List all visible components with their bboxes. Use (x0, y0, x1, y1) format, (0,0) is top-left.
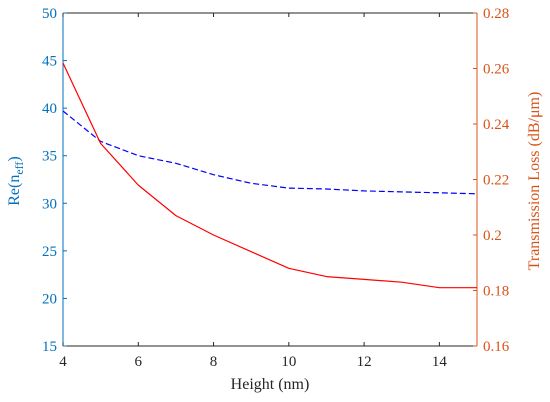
right-tick-label: 0.28 (483, 6, 509, 22)
plot-box (62, 12, 478, 347)
x-axis-label: Height (nm) (231, 376, 310, 393)
left-tick-label: 20 (42, 291, 57, 307)
left-y-axis-label-subscript: eff (12, 162, 26, 175)
right-y-axis: 0.16 0.18 0.2 0.22 0.24 0.26 0.28 (473, 6, 510, 355)
x-tick-label: 14 (432, 354, 448, 370)
left-tick-label: 25 (42, 244, 57, 260)
x-tick-label: 10 (281, 354, 296, 370)
left-tick-label: 35 (42, 149, 57, 165)
right-tick-label: 0.18 (483, 284, 509, 300)
left-tick-label: 45 (42, 54, 57, 70)
left-tick-label: 40 (42, 101, 57, 117)
left-y-axis: 15 20 25 30 35 40 45 50 (42, 6, 67, 355)
right-tick-label: 0.2 (483, 228, 502, 244)
left-y-axis-label: Re(neff) (6, 156, 26, 206)
series-line-re-neff (62, 110, 478, 195)
x-tick-label: 6 (135, 354, 143, 370)
x-tick-label: 4 (59, 354, 67, 370)
left-y-axis-label-close: ) (6, 156, 23, 161)
series-line-transmission-loss (62, 62, 477, 289)
series-group (62, 62, 478, 289)
left-y-axis-label-base: Re(n (6, 175, 23, 206)
x-tick-label: 12 (357, 354, 372, 370)
right-tick-label: 0.22 (483, 173, 509, 189)
x-tick-label: 8 (210, 354, 218, 370)
left-tick-label: 15 (42, 339, 57, 355)
right-tick-label: 0.24 (483, 117, 510, 133)
right-y-axis-label: Transmission Loss (dB/μm) (526, 92, 543, 271)
right-tick-label: 0.16 (483, 339, 510, 355)
right-tick-label: 0.26 (483, 62, 510, 78)
x-axis: 4 6 8 10 12 14 (59, 13, 447, 370)
left-tick-label: 50 (42, 6, 57, 22)
left-tick-label: 30 (42, 196, 57, 212)
